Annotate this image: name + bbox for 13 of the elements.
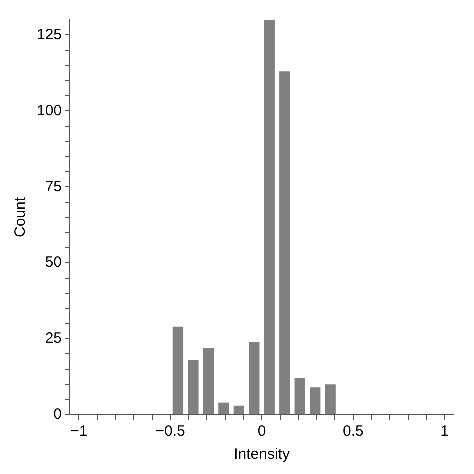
y-tick-label: 25 [45, 330, 62, 348]
y-tick-label: 75 [45, 178, 62, 196]
x-tick-label: −1 [70, 423, 88, 440]
x-tick-label: −0.5 [156, 423, 186, 440]
y-axis-title: Count [12, 196, 30, 238]
y-tick-label: 100 [36, 102, 62, 120]
y-tick-label: 50 [45, 254, 62, 272]
x-tick-label: 0.5 [343, 423, 364, 440]
y-tick-label: 125 [36, 26, 62, 44]
x-tick-label: 1 [440, 423, 450, 440]
x-tick-label: 0 [258, 423, 266, 440]
x-axis-title: Intensity [234, 446, 290, 464]
y-tick-label: 0 [54, 406, 62, 424]
